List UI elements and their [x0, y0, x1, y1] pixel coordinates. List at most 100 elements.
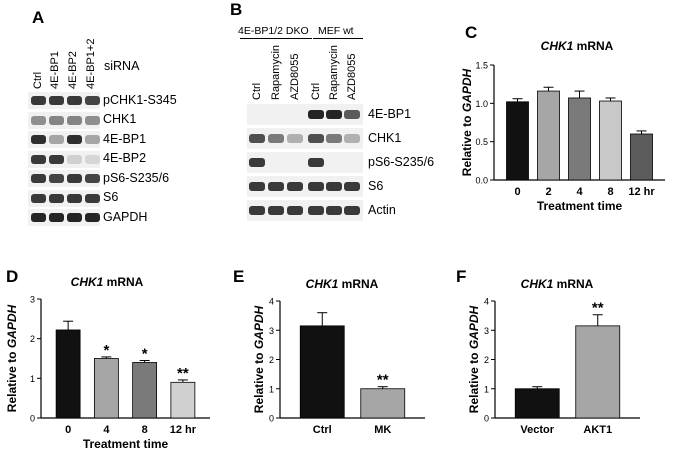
- y-tick-label: 1: [30, 374, 35, 384]
- blot-strip: [247, 104, 363, 125]
- blot-label: pS6-S235/6: [103, 170, 170, 185]
- blot-band: [48, 135, 64, 144]
- lane-label: Ctrl: [251, 82, 263, 100]
- blot-band: [66, 193, 82, 203]
- blot-band: [66, 213, 82, 222]
- blot-band: [287, 182, 303, 191]
- blot-band: [268, 134, 284, 143]
- blot-band: [344, 134, 360, 143]
- x-tick-label: 0: [514, 186, 520, 198]
- y-tick-label: 0.5: [475, 137, 488, 147]
- y-axis-label: Relative to GAPDH: [252, 305, 266, 413]
- blot-band: [30, 174, 46, 183]
- blot-band: [308, 206, 324, 215]
- y-tick-label: 3: [30, 295, 35, 305]
- blot-band: [344, 110, 360, 119]
- blot-strip: [247, 152, 363, 173]
- x-tick-label: 12 hr: [628, 186, 655, 198]
- lane-label: AZD8055: [289, 53, 301, 100]
- blot-strip: [28, 150, 100, 168]
- blot-band: [249, 182, 265, 191]
- blot-band: [84, 96, 100, 105]
- bar: [170, 381, 196, 419]
- blot-band: [344, 206, 360, 215]
- significance-label: *: [103, 342, 109, 359]
- blot-band: [66, 154, 82, 164]
- blot-label: S6: [368, 178, 384, 193]
- blot-band: [30, 135, 46, 144]
- y-tick-label: 0: [484, 414, 489, 424]
- y-tick-label: 0: [30, 414, 35, 424]
- y-tick-label: 2: [484, 355, 489, 365]
- blot-band: [30, 213, 46, 222]
- blot-band: [268, 182, 284, 191]
- panel-letter: C: [465, 23, 477, 42]
- blot-band: [287, 206, 303, 215]
- blot-label: S6: [103, 190, 119, 204]
- blot-band: [326, 206, 342, 215]
- blot-label: 4E-BP1: [368, 106, 412, 121]
- blot-band: [30, 96, 46, 105]
- bar: [599, 100, 622, 181]
- panel-letter: D: [6, 267, 18, 286]
- blot-strip: [28, 92, 100, 109]
- panel-a-letter: A: [32, 8, 45, 27]
- lane-label: Rapamycin: [328, 44, 340, 100]
- bar: [93, 358, 119, 419]
- x-tick-label: 8: [607, 186, 613, 198]
- x-tick-label: 8: [142, 424, 148, 436]
- blot-band: [30, 115, 46, 125]
- y-tick-label: 3: [269, 326, 274, 336]
- group-underline: [240, 38, 312, 39]
- sirna-label: siRNA: [104, 59, 140, 73]
- x-tick-label: 4: [103, 424, 110, 436]
- blot-band: [66, 115, 82, 125]
- blot-strip: [28, 111, 100, 129]
- blot-band: [84, 193, 100, 203]
- blot-label: pS6-S235/6: [368, 154, 435, 169]
- blot-band: [48, 193, 64, 203]
- blot-band: [48, 96, 64, 105]
- blot-band: [308, 110, 324, 119]
- blot-band: [84, 115, 100, 125]
- bar: [360, 388, 406, 419]
- lane-label: 4E-BP1+2: [85, 38, 97, 89]
- blot-strip: [28, 170, 100, 187]
- bar: [537, 90, 560, 181]
- panel-a: A Ctrl 4E-BP1 4E-BP2 4E-BP1+2 siRNA pCHK…: [0, 0, 200, 230]
- significance-label: **: [592, 300, 604, 317]
- significance-label: *: [142, 345, 148, 362]
- x-axis-label: Treatment time: [537, 199, 623, 213]
- x-tick-label: 12 hr: [170, 424, 197, 436]
- chart-title: CHK1 mRNA: [306, 277, 379, 291]
- group-label-dko: 4E-BP1/2 DKO: [238, 25, 309, 37]
- blot-strip: [247, 176, 363, 197]
- y-tick-label: 0.0: [475, 176, 488, 186]
- blot-band: [308, 182, 324, 191]
- blot-band: [326, 182, 342, 191]
- blot-band: [84, 174, 100, 183]
- blot-band: [344, 182, 360, 191]
- group-label-wt: MEF wt: [318, 25, 354, 37]
- bar: [630, 133, 653, 181]
- y-tick-label: 4: [484, 297, 489, 307]
- x-tick-label: AKT1: [583, 424, 612, 436]
- lane-label: Ctrl: [310, 82, 322, 100]
- panel-letter: F: [456, 267, 466, 286]
- blot-band: [66, 174, 82, 183]
- chart-title: CHK1 mRNA: [71, 275, 144, 289]
- y-tick-label: 4: [269, 297, 274, 307]
- bar: [299, 325, 345, 419]
- blot-band: [308, 158, 324, 167]
- y-tick-label: 1.0: [475, 99, 488, 109]
- blot-strip: [247, 128, 363, 149]
- y-tick-label: 1: [269, 384, 274, 394]
- blot-label: GAPDH: [103, 209, 148, 224]
- y-axis-label: Relative to GAPDH: [5, 304, 19, 412]
- bar: [506, 101, 529, 181]
- blot-strip: [28, 189, 100, 207]
- blot-label: 4E-BP2: [103, 151, 147, 165]
